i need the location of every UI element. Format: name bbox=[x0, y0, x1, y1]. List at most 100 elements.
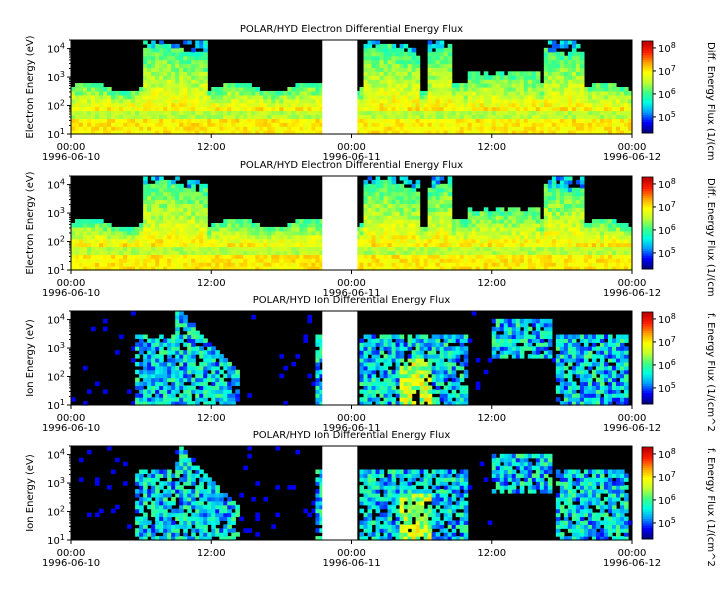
heatmap-cell bbox=[391, 246, 397, 252]
heatmap-cell bbox=[183, 114, 188, 119]
heatmap-cell bbox=[203, 122, 208, 127]
heatmap-cell bbox=[555, 67, 561, 72]
heatmap-cell bbox=[295, 114, 301, 119]
heatmap-cell bbox=[543, 79, 549, 84]
heatmap-cell bbox=[231, 122, 236, 127]
heatmap-cell bbox=[143, 130, 148, 135]
heatmap-cell bbox=[295, 118, 301, 123]
heatmap-cell bbox=[439, 63, 445, 69]
heatmap-cell bbox=[211, 254, 216, 259]
heatmap-cell bbox=[283, 246, 288, 252]
heatmap-cell bbox=[435, 67, 441, 72]
heatmap-cell bbox=[443, 250, 449, 255]
heatmap-cell bbox=[115, 110, 120, 116]
heatmap-cell bbox=[583, 258, 589, 263]
heatmap-cell bbox=[199, 346, 204, 351]
heatmap-cell bbox=[403, 94, 409, 100]
heatmap-cell bbox=[487, 242, 493, 248]
heatmap-cell bbox=[579, 130, 585, 135]
heatmap-cell bbox=[199, 361, 204, 367]
heatmap-cell bbox=[139, 234, 144, 240]
heatmap-cell bbox=[407, 130, 413, 135]
heatmap-cell bbox=[247, 94, 252, 100]
heatmap-cell bbox=[555, 75, 561, 80]
heatmap-cell bbox=[215, 130, 220, 135]
heatmap-cell bbox=[311, 122, 317, 127]
heatmap-cell bbox=[435, 94, 441, 100]
heatmap-cell bbox=[191, 63, 196, 69]
heatmap-cell bbox=[215, 226, 220, 232]
heatmap-cell bbox=[527, 110, 533, 116]
heatmap-cell bbox=[367, 75, 373, 80]
heatmap-cell bbox=[195, 40, 200, 45]
heatmap-cell bbox=[575, 234, 581, 240]
heatmap-cell bbox=[119, 250, 124, 255]
heatmap-cell bbox=[387, 215, 393, 220]
heatmap-cell bbox=[583, 98, 589, 104]
heatmap-cell bbox=[303, 334, 309, 340]
heatmap-cell bbox=[543, 130, 549, 135]
heatmap-cell bbox=[375, 55, 381, 61]
heatmap-cell bbox=[235, 369, 240, 375]
heatmap-cell bbox=[235, 262, 240, 267]
heatmap-cell bbox=[523, 215, 529, 220]
heatmap-cell bbox=[243, 266, 248, 271]
heatmap-cell bbox=[547, 90, 553, 96]
heatmap-cell bbox=[215, 361, 220, 367]
heatmap-cell bbox=[435, 122, 441, 127]
heatmap-cell bbox=[163, 234, 168, 240]
heatmap-cell bbox=[415, 55, 421, 61]
heatmap-cell bbox=[251, 314, 256, 320]
heatmap-cell bbox=[183, 246, 188, 252]
heatmap-cell bbox=[159, 354, 164, 359]
heatmap-cell bbox=[503, 250, 509, 255]
heatmap-cell bbox=[195, 98, 200, 104]
heatmap-cell bbox=[495, 102, 501, 108]
heatmap-cell bbox=[527, 83, 533, 88]
heatmap-cell bbox=[371, 195, 377, 201]
heatmap-cell bbox=[123, 230, 128, 236]
heatmap-cell bbox=[415, 219, 421, 224]
heatmap-cell bbox=[603, 83, 609, 88]
heatmap-cell bbox=[463, 98, 469, 104]
heatmap-cell bbox=[151, 215, 156, 220]
heatmap-cell bbox=[175, 311, 180, 316]
heatmap-cell bbox=[123, 238, 128, 244]
heatmap-cell bbox=[439, 47, 445, 53]
heatmap-cell bbox=[255, 87, 260, 92]
heatmap-cell bbox=[95, 246, 100, 252]
heatmap-cell bbox=[547, 83, 553, 88]
heatmap-cell bbox=[223, 102, 228, 108]
heatmap-cell bbox=[239, 130, 244, 135]
heatmap-cell bbox=[251, 254, 256, 259]
heatmap-cell bbox=[131, 242, 136, 248]
heatmap-cell bbox=[95, 266, 100, 271]
heatmap-cell bbox=[175, 250, 180, 255]
heatmap-cell bbox=[127, 106, 132, 112]
heatmap-cell bbox=[75, 262, 80, 267]
heatmap-cell bbox=[519, 246, 525, 252]
heatmap-cell bbox=[199, 385, 204, 390]
heatmap-cell bbox=[535, 122, 541, 127]
heatmap-cell bbox=[495, 130, 501, 135]
heatmap-cell bbox=[475, 87, 481, 92]
heatmap-cell bbox=[603, 230, 609, 236]
heatmap-cell bbox=[195, 63, 200, 69]
heatmap-cell bbox=[483, 258, 489, 263]
heatmap-cell bbox=[83, 234, 88, 240]
heatmap-cell bbox=[431, 79, 437, 84]
heatmap-cell bbox=[411, 118, 417, 123]
heatmap-cell bbox=[247, 87, 252, 92]
heatmap-cell bbox=[359, 106, 365, 112]
heatmap-cell bbox=[379, 63, 385, 69]
heatmap-cell bbox=[407, 250, 413, 255]
heatmap-cell bbox=[587, 130, 593, 135]
heatmap-cell bbox=[143, 250, 148, 255]
heatmap-cell bbox=[503, 87, 509, 92]
heatmap-cell bbox=[383, 75, 389, 80]
heatmap-cell bbox=[455, 110, 461, 116]
heatmap-cell bbox=[167, 354, 172, 359]
heatmap-cell bbox=[291, 130, 296, 135]
heatmap-cell bbox=[135, 230, 140, 236]
heatmap-cell bbox=[139, 114, 144, 119]
